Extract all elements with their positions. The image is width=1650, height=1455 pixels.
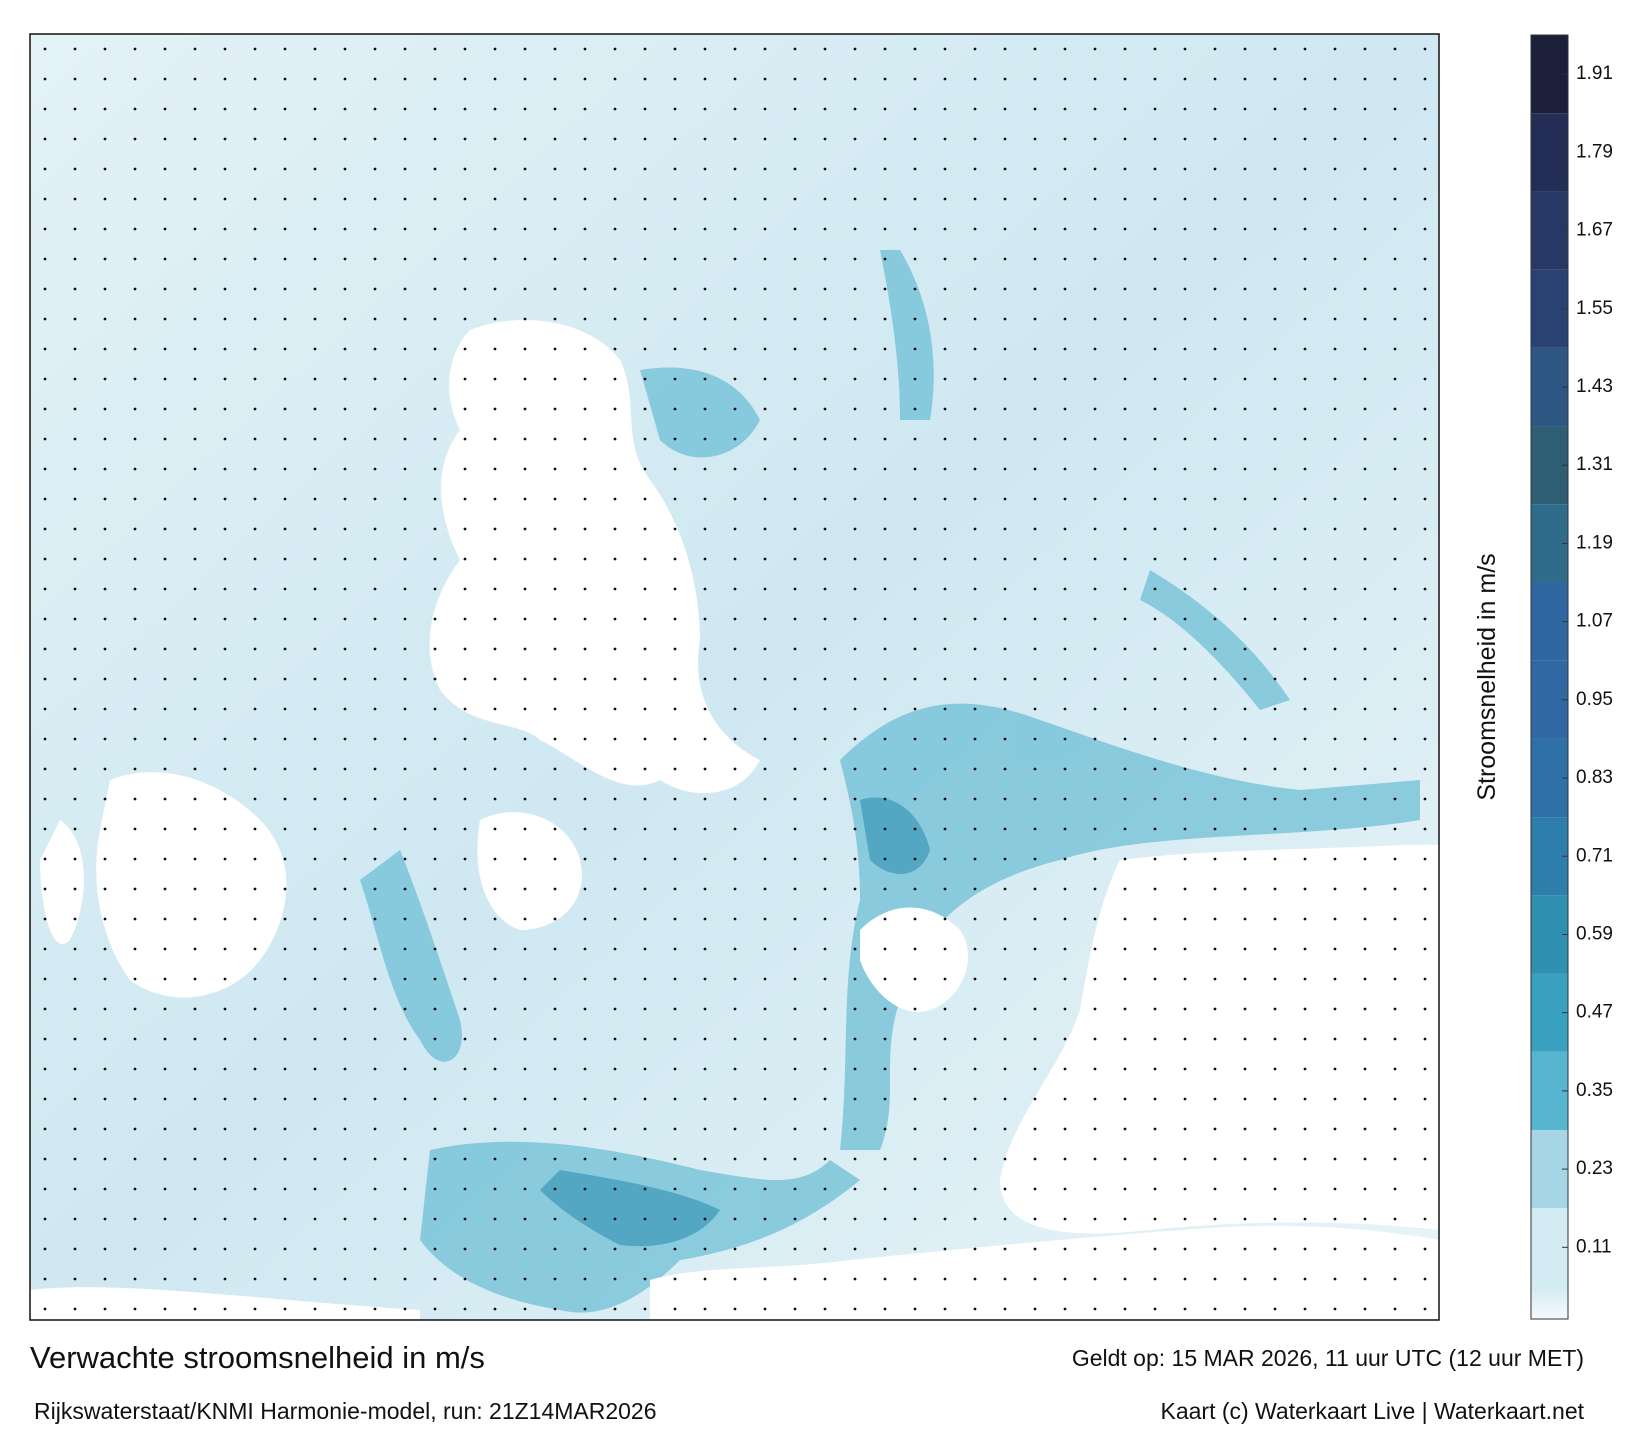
source: Rijkswaterstaat/KNMI Harmonie-model, run… (34, 1398, 657, 1424)
colorbar-band (1531, 738, 1568, 818)
colorbar-band (1531, 660, 1568, 739)
valid-time: Geldt op: 15 MAR 2026, 11 uur UTC (12 uu… (1072, 1345, 1584, 1371)
colorbar-band (1531, 1051, 1568, 1130)
map-frame (29, 33, 1440, 1321)
colorbar-band (1531, 347, 1568, 427)
colorbar-label: Stroomsnelheid in m/s (1473, 553, 1501, 800)
colorbar-band (1531, 973, 1568, 1052)
colorbar-tick-label: 0.11 (1576, 1236, 1612, 1257)
colorbar-tick-label: 1.55 (1576, 298, 1613, 319)
colorbar: 0.11 0.23 0.35 0.47 0.59 0.71 0.83 0.95 1.07 1.19… (1531, 35, 1613, 1319)
title: Verwachte stroomsnelheid in m/s (30, 1340, 485, 1375)
colorbar-tick-label: 0.95 (1576, 689, 1613, 710)
colorbar-tick-label: 1.07 (1576, 611, 1613, 632)
colorbar-band (1531, 817, 1568, 896)
colorbar-frame (1530, 34, 1569, 1320)
colorbar-band (1531, 113, 1568, 192)
colorbar-band (1531, 504, 1568, 583)
colorbar-tick-label: 1.43 (1576, 376, 1613, 397)
colorbar-tick-label: 1.91 (1576, 63, 1613, 84)
colorbar-band (1531, 1286, 1568, 1319)
colorbar-tick-label: 0.59 (1576, 923, 1613, 944)
map (30, 34, 1439, 1320)
colorbar-band (1531, 426, 1568, 505)
colorbar-tick-label: 1.79 (1576, 141, 1613, 162)
colorbar-band (1531, 1208, 1568, 1287)
colorbar-band (1531, 191, 1568, 270)
colorbar-band (1531, 269, 1568, 348)
colorbar-tick-label: 0.23 (1576, 1158, 1613, 1179)
colorbar-band (1531, 895, 1568, 974)
colorbar-tick-label: 0.83 (1576, 767, 1613, 788)
colorbar-tick-label: 0.35 (1576, 1080, 1613, 1101)
colorbar-tick-label: 1.67 (1576, 220, 1613, 241)
credit: Kaart (c) Waterkaart Live | Waterkaart.n… (1160, 1398, 1584, 1424)
colorbar-tick-label: 1.31 (1576, 454, 1613, 475)
colorbar-tick-label: 1.19 (1576, 532, 1613, 553)
colorbar-band (1531, 582, 1568, 661)
colorbar-tick-label: 0.47 (1576, 1002, 1613, 1023)
colorbar-band (1531, 1129, 1568, 1209)
current-vector-grid (30, 34, 1439, 1320)
colorbar-tick-label: 0.71 (1576, 845, 1613, 866)
colorbar-band (1531, 35, 1568, 114)
